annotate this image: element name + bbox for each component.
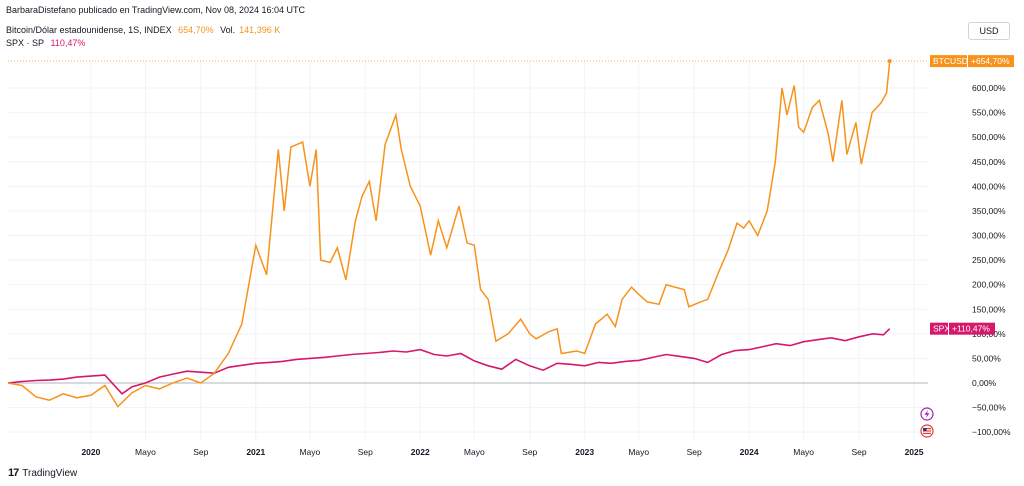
publisher-caption: BarbaraDistefano publicado en TradingVie…	[6, 5, 306, 15]
x-tick-label: Sep	[193, 447, 208, 457]
x-tick-label: Mayo	[299, 447, 320, 457]
legend-btc-vol-value: 141,396 K	[239, 25, 281, 35]
x-tick-label: Sep	[358, 447, 373, 457]
x-tick-label: 2023	[575, 447, 594, 457]
x-tick-label: Sep	[852, 447, 867, 457]
y-axis[interactable]: 600,00% 550,00% 500,00% 450,00% 400,00% 350,0…	[972, 83, 1011, 437]
btc-series-line	[7, 61, 891, 408]
y-tick-label: 0,00%	[972, 378, 997, 388]
legend-btc[interactable]: Bitcoin/Dólar estadounidense, 1S, INDEX …	[6, 25, 284, 35]
tradingview-logo-icon: 17	[8, 467, 19, 479]
series-badge-value	[968, 55, 1014, 68]
x-tick-label: Mayo	[628, 447, 649, 457]
y-tick-label: −50,00%	[972, 403, 1006, 413]
x-tick-label: 2021	[246, 447, 265, 457]
legend-spx[interactable]: SPX · SP 110,47%	[6, 38, 89, 48]
y-tick-label: 550,00%	[972, 108, 1006, 118]
tradingview-footer[interactable]: 17 TradingView	[8, 467, 77, 479]
y-tick-label: 150,00%	[972, 304, 1006, 314]
y-tick-label: 600,00%	[972, 83, 1006, 93]
y-tick-label: 200,00%	[972, 280, 1006, 290]
y-tick-label: 300,00%	[972, 231, 1006, 241]
legend-spx-value: 110,47%	[50, 38, 86, 48]
series-badge-name	[930, 322, 948, 335]
series-badge-name-text: BTCUSD	[933, 56, 968, 66]
y-tick-label: 400,00%	[972, 181, 1006, 191]
y-tick-label: −100,00%	[972, 427, 1011, 437]
legend-btc-name: Bitcoin/Dólar estadounidense, 1S, INDEX	[6, 25, 172, 35]
btc-last-point	[887, 59, 892, 64]
y-tick-label: 50,00%	[972, 353, 1001, 363]
x-tick-label: 2022	[411, 447, 430, 457]
y-tick-label: 250,00%	[972, 255, 1006, 265]
x-tick-label: Sep	[522, 447, 537, 457]
series-badge-name-text: SPX	[933, 324, 950, 334]
x-tick-label: 2020	[81, 447, 100, 457]
x-tick-label: Mayo	[464, 447, 485, 457]
x-tick-label: 2024	[740, 447, 759, 457]
series-badge-value	[949, 322, 995, 335]
x-tick-label: 2025	[905, 447, 924, 457]
series-badge-value-text: +654,70%	[971, 56, 1010, 66]
x-tick-label: Sep	[687, 447, 702, 457]
lightning-icon[interactable]	[920, 407, 934, 421]
series-badge-value-text: +110,47%	[952, 324, 990, 334]
x-tick-label: Mayo	[793, 447, 814, 457]
y-tick-label: 350,00%	[972, 206, 1006, 216]
currency-button[interactable]: USD	[968, 22, 1010, 40]
price-badges: BTCUSD +654,70% SPX +110,47%	[887, 55, 1014, 335]
grid-layer	[8, 60, 928, 440]
x-tick-label: Mayo	[135, 447, 156, 457]
y-tick-label: 500,00%	[972, 132, 1006, 142]
legend-btc-value: 654,70%	[178, 25, 214, 35]
x-axis[interactable]: 2020 Mayo Sep 2021 Mayo Sep 2022 Mayo Sep 2023 May…	[81, 447, 923, 457]
spx-series-line	[7, 328, 891, 395]
legend-spx-name: SPX · SP	[6, 38, 45, 48]
tradingview-brand: TradingView	[22, 467, 78, 479]
series-badge-name	[930, 55, 967, 68]
y-tick-label: 450,00%	[972, 157, 1006, 167]
us-flag-icon[interactable]	[920, 424, 934, 438]
legend-btc-vol-label: Vol.	[220, 25, 236, 35]
